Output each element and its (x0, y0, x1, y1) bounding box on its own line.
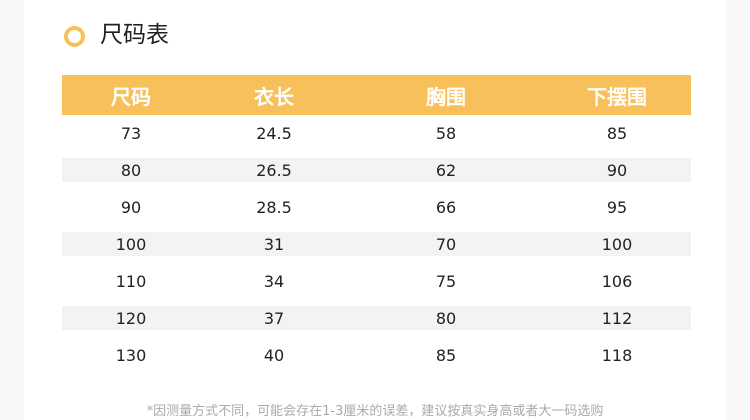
table-cell: 73 (120, 124, 142, 143)
table-cell: 37 (263, 309, 285, 328)
table-cell: 112 (601, 309, 633, 328)
table-cell: 100 (115, 235, 147, 254)
table-row: 130 40 85 118 (62, 337, 691, 374)
table-cell: 120 (115, 309, 147, 328)
table-cell: 28.5 (256, 198, 292, 217)
table-cell: 34 (263, 272, 285, 291)
column-header: 胸围 (426, 84, 466, 109)
table-cell: 85 (606, 124, 628, 143)
column-header: 下摆围 (587, 84, 647, 109)
column-header: 衣长 (254, 84, 294, 109)
table-row: 120 37 80 112 (62, 300, 691, 337)
table-cell: 26.5 (256, 161, 292, 180)
table-row: 110 34 75 106 (62, 263, 691, 300)
table-cell: 85 (435, 346, 457, 365)
table-cell: 66 (435, 198, 457, 217)
table-cell: 95 (606, 198, 628, 217)
table-cell: 90 (120, 198, 142, 217)
table-cell: 130 (115, 346, 147, 365)
table-header: 尺码 衣长 胸围 下摆围 (62, 75, 691, 115)
table-row: 80 26.5 62 90 (62, 152, 691, 189)
table-cell: 58 (435, 124, 457, 143)
table-cell: 80 (120, 161, 142, 180)
table-row: 73 24.5 58 85 (62, 115, 691, 152)
size-table: 尺码 衣长 胸围 下摆围 73 24.5 58 85 80 26.5 62 90 90 28.5 66 95… (62, 75, 691, 374)
page-title: 尺码表 (100, 22, 169, 48)
table-row: 90 28.5 66 95 (62, 189, 691, 226)
table-cell: 80 (435, 309, 457, 328)
size-chart-card (24, 0, 726, 420)
table-cell: 118 (601, 346, 633, 365)
table-cell: 75 (435, 272, 457, 291)
column-header: 尺码 (111, 84, 151, 109)
disclaimer-note: *因测量方式不同，可能会存在1-3厘米的误差，建议按真实身高或者大一码选购 (146, 404, 604, 419)
table-cell: 62 (435, 161, 457, 180)
table-cell: 31 (263, 235, 285, 254)
table-cell: 106 (601, 272, 633, 291)
table-cell: 100 (601, 235, 633, 254)
table-row: 100 31 70 100 (62, 226, 691, 263)
circle-bullet-icon (64, 26, 85, 47)
table-cell: 24.5 (256, 124, 292, 143)
table-cell: 40 (263, 346, 285, 365)
table-cell: 110 (115, 272, 147, 291)
table-cell: 90 (606, 161, 628, 180)
table-cell: 70 (435, 235, 457, 254)
